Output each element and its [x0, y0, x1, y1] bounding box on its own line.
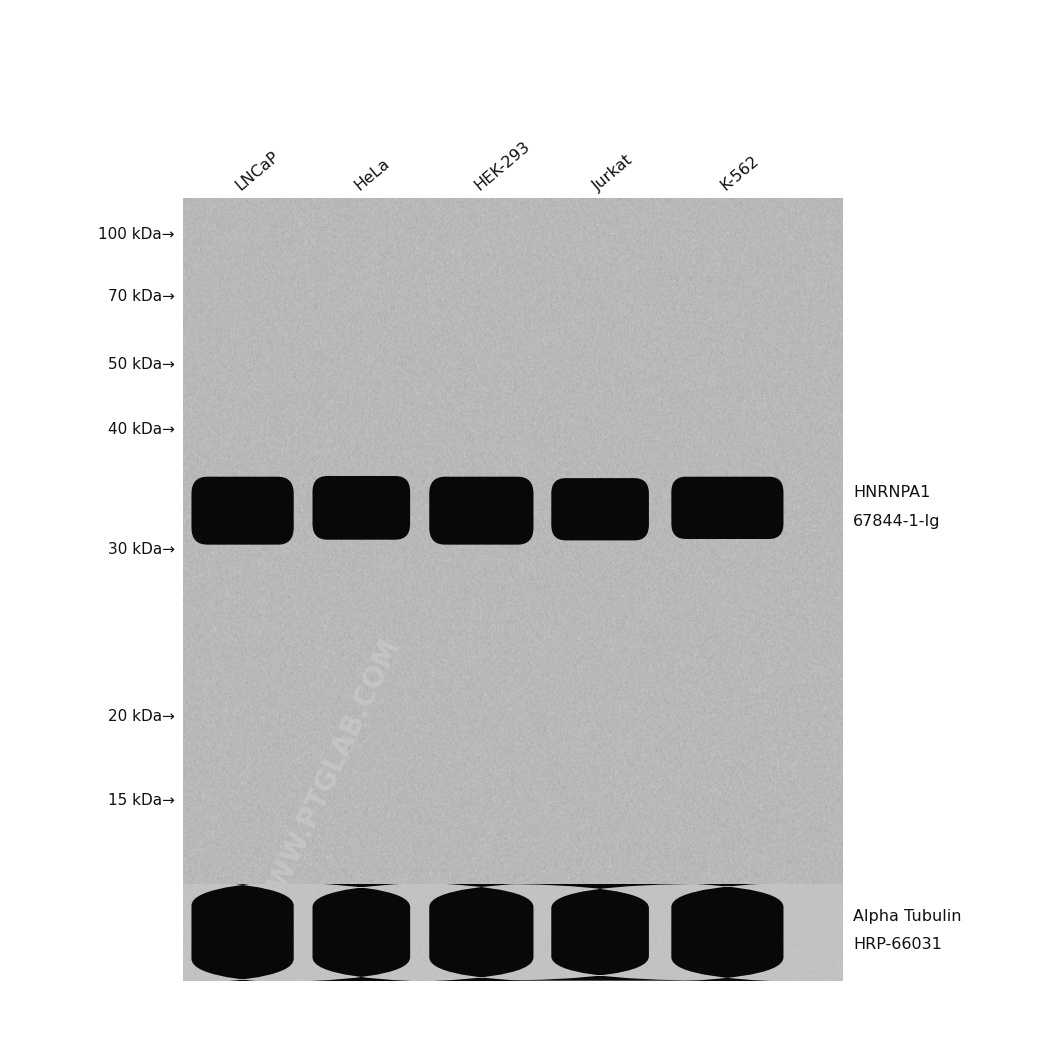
Text: 20 kDa→: 20 kDa→: [108, 709, 175, 725]
FancyBboxPatch shape: [362, 882, 601, 983]
Text: HEK-293: HEK-293: [472, 139, 533, 194]
FancyBboxPatch shape: [484, 884, 716, 981]
Text: 70 kDa→: 70 kDa→: [108, 289, 175, 304]
FancyBboxPatch shape: [429, 477, 534, 544]
Text: 30 kDa→: 30 kDa→: [108, 542, 175, 557]
FancyBboxPatch shape: [239, 882, 484, 983]
FancyBboxPatch shape: [671, 477, 783, 539]
FancyBboxPatch shape: [552, 478, 649, 540]
Text: Alpha Tubulin: Alpha Tubulin: [853, 909, 962, 924]
Text: HNRNPA1: HNRNPA1: [853, 485, 931, 501]
Text: 15 kDa→: 15 kDa→: [108, 793, 175, 809]
Text: 67844-1-Ig: 67844-1-Ig: [853, 514, 941, 529]
FancyBboxPatch shape: [611, 882, 843, 983]
Text: WWW.PTGLAB.COM: WWW.PTGLAB.COM: [251, 634, 405, 922]
Text: 50 kDa→: 50 kDa→: [108, 357, 175, 372]
FancyBboxPatch shape: [192, 477, 294, 544]
Text: HeLa: HeLa: [352, 156, 393, 194]
FancyBboxPatch shape: [112, 879, 373, 986]
Text: HRP-66031: HRP-66031: [853, 937, 942, 953]
Text: LNCaP: LNCaP: [232, 149, 282, 194]
Text: K-562: K-562: [718, 153, 762, 194]
Text: Jurkat: Jurkat: [591, 152, 636, 194]
Text: 100 kDa→: 100 kDa→: [98, 227, 175, 243]
FancyBboxPatch shape: [312, 476, 410, 539]
Text: 40 kDa→: 40 kDa→: [108, 423, 175, 437]
